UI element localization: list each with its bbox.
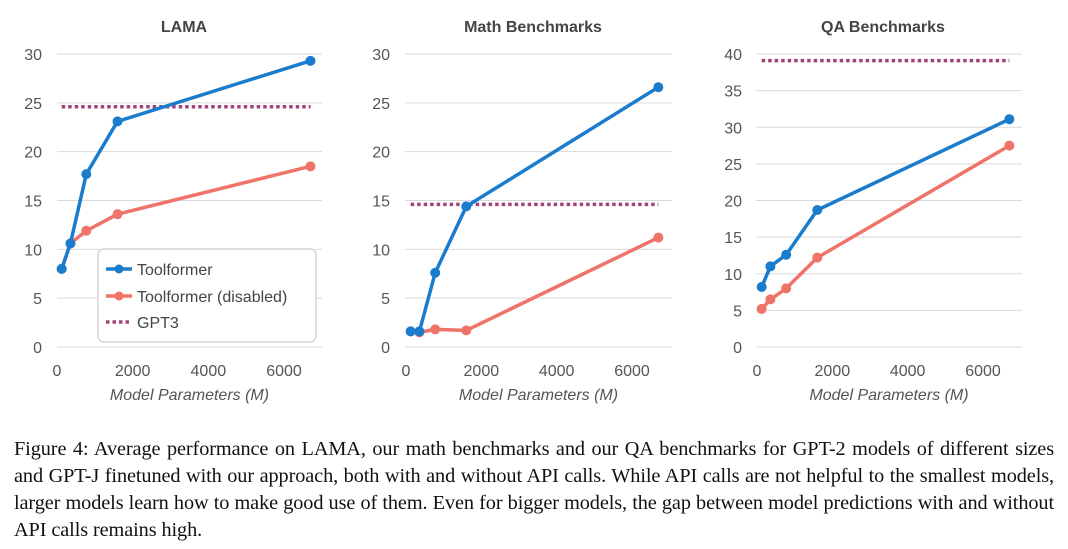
y-tick-label: 5 bbox=[381, 291, 390, 308]
y-tick-label: 10 bbox=[724, 267, 742, 284]
legend-box bbox=[97, 248, 317, 343]
x-tick-label: 4000 bbox=[539, 363, 575, 380]
data-point-toolformer-disabled bbox=[781, 283, 792, 294]
x-tick-label: 0 bbox=[53, 363, 62, 380]
data-point-toolformer bbox=[56, 263, 67, 274]
data-point-toolformer-disabled bbox=[112, 209, 123, 220]
chart-title: QA Benchmarks bbox=[821, 19, 945, 36]
x-tick-label: 4000 bbox=[890, 363, 926, 380]
data-point-toolformer bbox=[781, 249, 792, 260]
y-tick-label: 5 bbox=[33, 291, 42, 308]
data-point-toolformer-disabled bbox=[305, 161, 316, 172]
y-tick-label: 15 bbox=[24, 194, 42, 211]
y-tick-label: 0 bbox=[733, 340, 742, 357]
series-toolformer-line bbox=[760, 117, 1011, 288]
y-tick-label: 15 bbox=[372, 194, 390, 211]
x-tick-label: 4000 bbox=[191, 363, 227, 380]
legend-label: Toolformer (disabled) bbox=[137, 289, 287, 306]
y-tick-label: 30 bbox=[372, 47, 390, 64]
chart-panel-2: QA Benchmarks 0 5 10 15 20 25 30 35 40 0 2000 4000 60… bbox=[724, 19, 1022, 404]
y-tick-label: 30 bbox=[24, 47, 42, 64]
data-point-toolformer bbox=[812, 205, 823, 216]
series-toolformer-line bbox=[60, 59, 312, 270]
y-tick-label: 5 bbox=[733, 303, 742, 320]
data-point-toolformer-disabled bbox=[461, 325, 472, 336]
data-point-toolformer bbox=[414, 326, 425, 337]
x-tick-label: 6000 bbox=[614, 363, 650, 380]
chart-title: LAMA bbox=[161, 19, 208, 36]
data-point-toolformer-disabled bbox=[756, 303, 767, 314]
y-tick-label: 0 bbox=[33, 340, 42, 357]
data-point-toolformer-disabled bbox=[812, 252, 823, 263]
data-point-toolformer bbox=[765, 261, 776, 272]
data-point-toolformer-disabled bbox=[653, 232, 664, 243]
data-point-toolformer bbox=[430, 267, 441, 278]
y-tick-label: 10 bbox=[24, 242, 42, 259]
figure-caption: Figure 4: Average performance on LAMA, o… bbox=[14, 438, 1054, 541]
data-point-toolformer-disabled bbox=[81, 225, 92, 236]
data-point-toolformer-disabled bbox=[765, 294, 776, 305]
data-point-toolformer bbox=[112, 116, 123, 127]
x-tick-label: 6000 bbox=[266, 363, 302, 380]
y-tick-label: 20 bbox=[372, 145, 390, 162]
y-tick-label: 25 bbox=[24, 96, 42, 113]
x-tick-label: 2000 bbox=[815, 363, 851, 380]
legend-swatch-marker bbox=[114, 291, 124, 301]
chart-panel-1: Math Benchmarks 0 5 10 15 20 25 30 0 2000 4000 6000… bbox=[372, 19, 672, 404]
data-point-toolformer bbox=[405, 326, 416, 337]
y-tick-label: 10 bbox=[372, 242, 390, 259]
legend-swatch-marker bbox=[114, 264, 124, 274]
data-point-toolformer bbox=[461, 201, 472, 212]
x-tick-label: 6000 bbox=[965, 363, 1001, 380]
data-point-toolformer bbox=[305, 55, 316, 66]
chart-panel-0: LAMA 0 5 10 15 20 25 30 0 2000 4000 6000 Model Param… bbox=[24, 19, 322, 404]
x-axis-label: Model Parameters (M) bbox=[809, 387, 968, 404]
x-tick-label: 0 bbox=[402, 363, 411, 380]
y-tick-label: 25 bbox=[724, 157, 742, 174]
data-point-toolformer bbox=[81, 169, 92, 180]
chart-title: Math Benchmarks bbox=[464, 19, 602, 36]
y-tick-label: 20 bbox=[24, 145, 42, 162]
series-toolformer-line bbox=[410, 85, 660, 334]
x-tick-label: 0 bbox=[753, 363, 762, 380]
series-toolformer-disabled-line bbox=[760, 144, 1011, 311]
data-point-toolformer bbox=[653, 82, 664, 93]
data-point-toolformer-disabled bbox=[1004, 140, 1015, 151]
data-point-toolformer bbox=[756, 281, 767, 292]
x-axis-label: Model Parameters (M) bbox=[110, 387, 269, 404]
x-tick-label: 2000 bbox=[464, 363, 500, 380]
data-point-toolformer bbox=[65, 238, 76, 249]
y-tick-label: 0 bbox=[381, 340, 390, 357]
series-toolformer-disabled-line bbox=[410, 236, 660, 335]
y-tick-label: 40 bbox=[724, 47, 742, 64]
legend-label: Toolformer bbox=[137, 262, 213, 279]
legend-label: GPT3 bbox=[137, 315, 179, 332]
y-tick-label: 30 bbox=[724, 120, 742, 137]
y-tick-label: 25 bbox=[372, 96, 390, 113]
data-point-toolformer bbox=[1004, 114, 1015, 125]
y-tick-label: 35 bbox=[724, 84, 742, 101]
data-point-toolformer-disabled bbox=[430, 324, 441, 335]
y-tick-label: 15 bbox=[724, 230, 742, 247]
x-tick-label: 2000 bbox=[115, 363, 151, 380]
legend: Toolformer Toolformer (disabled) GPT3 bbox=[97, 248, 317, 343]
x-axis-label: Model Parameters (M) bbox=[459, 387, 618, 404]
y-tick-label: 20 bbox=[724, 194, 742, 211]
